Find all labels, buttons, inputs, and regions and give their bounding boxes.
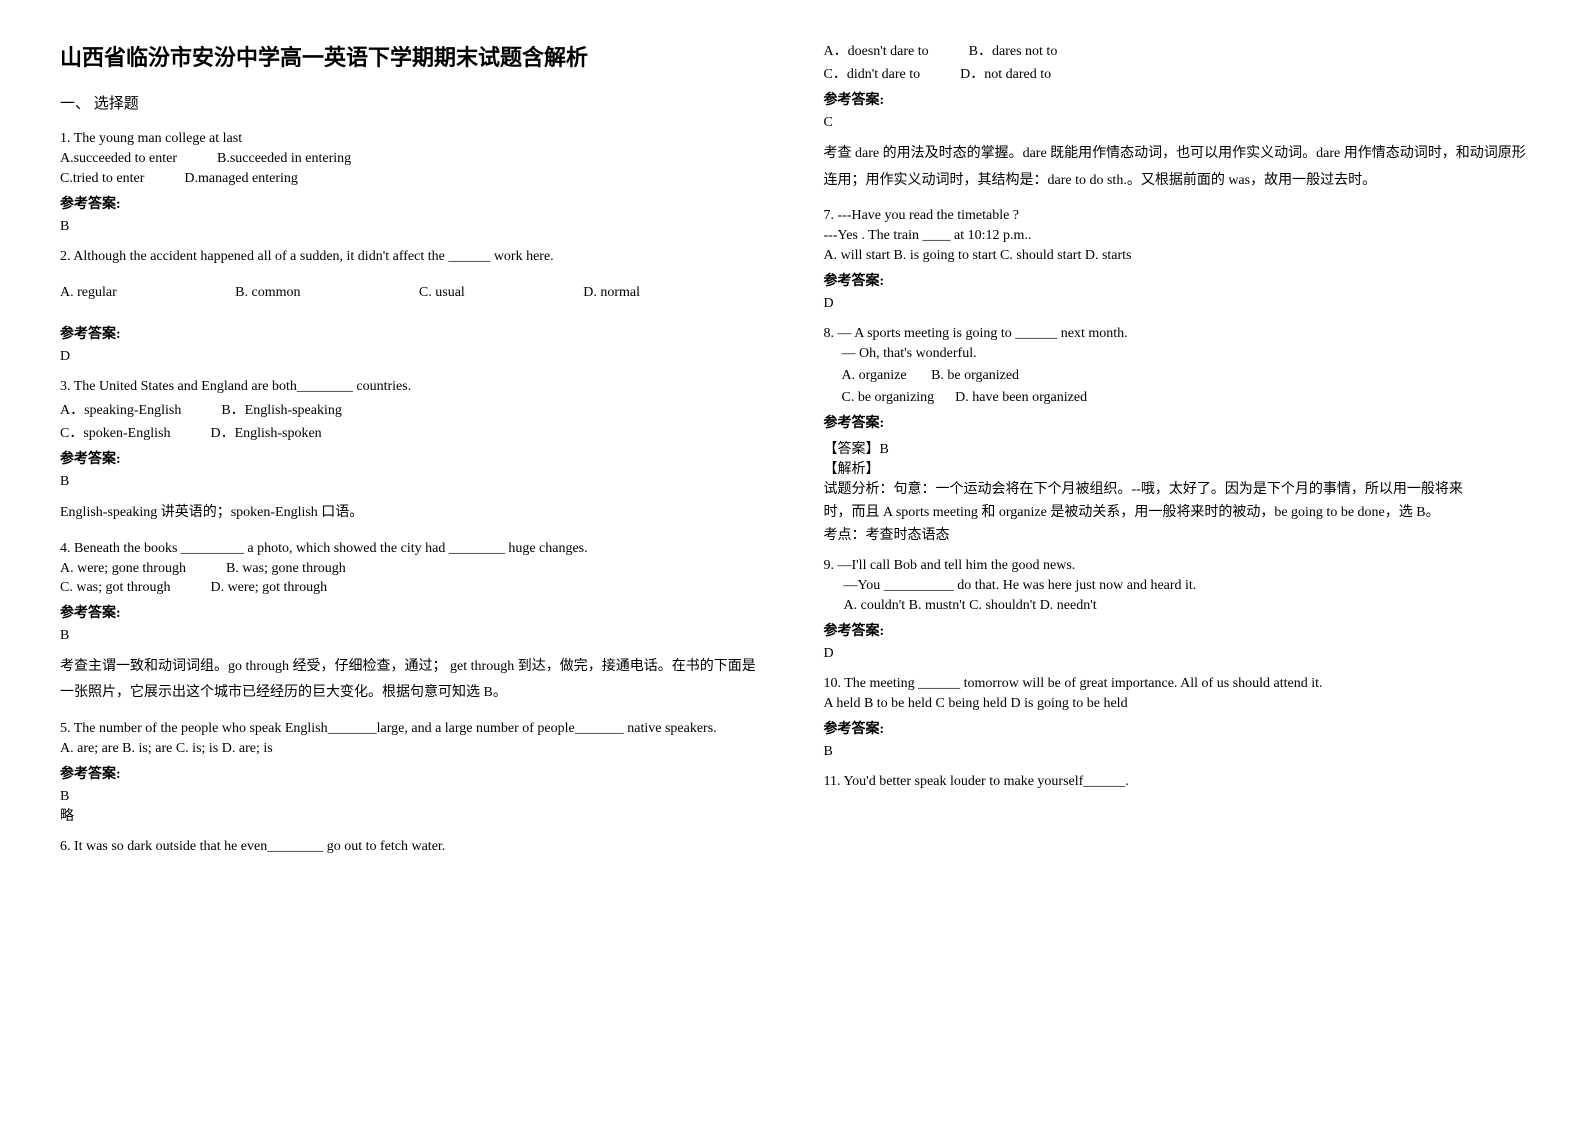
q6-opt-d: D．not dared to <box>960 63 1051 83</box>
q5-note: 略 <box>60 805 764 825</box>
q11-text: 11. You'd better speak louder to make yo… <box>824 774 1528 790</box>
q1-opt-b: B.succeeded in entering <box>217 151 351 167</box>
q5-options: A. are; are B. is; are C. is; is D. are;… <box>60 741 764 757</box>
q4-opt-b: B. was; gone through <box>226 561 346 577</box>
q3-text: 3. The United States and England are bot… <box>60 379 764 395</box>
question-8: 8. — A sports meeting is going to ______… <box>824 326 1528 544</box>
q7-text: 7. ---Have you read the timetable ? <box>824 208 1528 224</box>
q8-opt-d: D. have been organized <box>955 390 1087 405</box>
q8-opt-a: A. organize <box>842 368 907 383</box>
q7-options: A. will start B. is going to start C. sh… <box>824 248 1528 264</box>
q9-options: A. couldn't B. mustn't C. shouldn't D. n… <box>844 598 1528 614</box>
q1-opt-a: A.succeeded to enter <box>60 151 177 167</box>
q9-text: 9. —I'll call Bob and tell him the good … <box>824 558 1528 574</box>
q1-opt-c: C.tried to enter <box>60 171 144 187</box>
question-10: 10. The meeting ______ tomorrow will be … <box>824 676 1528 760</box>
q6-opt-a: A．doesn't dare to <box>824 40 929 60</box>
answer-label: 参考答案: <box>60 448 764 468</box>
answer-label: 参考答案: <box>824 718 1528 738</box>
right-column: A．doesn't dare to B．dares not to C．didn'… <box>824 40 1528 869</box>
q4-explanation: 考查主谓一致和动词词组。go through 经受，仔细检查，通过； get t… <box>60 654 764 707</box>
answer-label: 参考答案: <box>60 602 764 622</box>
q8-expl-head: 【解析】 <box>824 458 1528 478</box>
q3-opt-d: D．English-spoken <box>210 422 321 442</box>
q4-answer: B <box>60 628 764 644</box>
q6-text: 6. It was so dark outside that he even__… <box>60 839 764 855</box>
q9-answer: D <box>824 646 1528 662</box>
q7-answer: D <box>824 296 1528 312</box>
q4-opt-a: A. were; gone through <box>60 561 186 577</box>
question-2: 2. Although the accident happened all of… <box>60 249 764 365</box>
left-column: 山西省临汾市安汾中学高一英语下学期期末试题含解析 一、 选择题 1. The y… <box>60 40 764 869</box>
question-1: 1. The young man college at last A.succe… <box>60 131 764 235</box>
q2-answer: D <box>60 349 764 365</box>
answer-label: 参考答案: <box>60 763 764 783</box>
q2-opt-b: B. common <box>235 285 300 301</box>
q10-answer: B <box>824 744 1528 760</box>
q2-opt-d: D. normal <box>583 285 640 301</box>
q8-expl-3: 考点：考查时态语态 <box>824 524 1528 544</box>
q3-opt-b: B．English-speaking <box>221 399 342 419</box>
question-5: 5. The number of the people who speak En… <box>60 721 764 825</box>
q7-text2: ---Yes . The train ____ at 10:12 p.m.. <box>824 228 1528 244</box>
q8-opt-c: C. be organizing <box>842 390 935 405</box>
q10-text: 10. The meeting ______ tomorrow will be … <box>824 676 1528 692</box>
q6-opt-c: C．didn't dare to <box>824 63 921 83</box>
q8-expl-1: 试题分析：句意：一个运动会将在下个月被组织。--哦，太好了。因为是下个月的事情，… <box>824 478 1528 498</box>
answer-label: 参考答案: <box>824 270 1528 290</box>
q1-answer: B <box>60 219 764 235</box>
q1-text: 1. The young man college at last <box>60 131 764 147</box>
q8-expl-2: 时，而且 A sports meeting 和 organize 是被动关系，用… <box>824 501 1528 521</box>
question-11: 11. You'd better speak louder to make yo… <box>824 774 1528 790</box>
q3-explanation: English-speaking 讲英语的；spoken-English 口语。 <box>60 500 764 527</box>
question-4: 4. Beneath the books _________ a photo, … <box>60 541 764 707</box>
document-title: 山西省临汾市安汾中学高一英语下学期期末试题含解析 <box>60 40 764 72</box>
q8-text2: — Oh, that's wonderful. <box>842 346 1528 362</box>
answer-label: 参考答案: <box>824 412 1528 432</box>
q4-opt-d: D. were; got through <box>210 580 327 596</box>
answer-label: 参考答案: <box>60 193 764 213</box>
q8-opt-b: B. be organized <box>931 368 1019 383</box>
question-6-continued: A．doesn't dare to B．dares not to C．didn'… <box>824 40 1528 194</box>
q8-answer-head: 【答案】B <box>824 438 1528 458</box>
q2-opt-a: A. regular <box>60 285 117 301</box>
q8-text: 8. — A sports meeting is going to ______… <box>824 326 1528 342</box>
q5-answer: B <box>60 789 764 805</box>
q3-answer: B <box>60 474 764 490</box>
q4-text: 4. Beneath the books _________ a photo, … <box>60 541 764 557</box>
section-header: 一、 选择题 <box>60 92 764 113</box>
answer-label: 参考答案: <box>60 323 764 343</box>
q6-explanation: 考查 dare 的用法及时态的掌握。dare 既能用作情态动词，也可以用作实义动… <box>824 141 1528 194</box>
q6-opt-b: B．dares not to <box>969 40 1058 60</box>
question-3: 3. The United States and England are bot… <box>60 379 764 527</box>
q5-text: 5. The number of the people who speak En… <box>60 721 764 737</box>
answer-label: 参考答案: <box>824 620 1528 640</box>
q2-opt-c: C. usual <box>419 285 465 301</box>
q2-text: 2. Although the accident happened all of… <box>60 249 764 265</box>
q10-options: A held B to be held C being held D is go… <box>824 696 1528 712</box>
q3-opt-a: A．speaking-English <box>60 399 181 419</box>
q9-text2: —You __________ do that. He was here jus… <box>844 578 1528 594</box>
q1-opt-d: D.managed entering <box>184 171 298 187</box>
question-6-text: 6. It was so dark outside that he even__… <box>60 839 764 855</box>
q4-opt-c: C. was; got through <box>60 580 170 596</box>
q6-answer: C <box>824 115 1528 131</box>
question-9: 9. —I'll call Bob and tell him the good … <box>824 558 1528 662</box>
q3-opt-c: C．spoken-English <box>60 422 170 442</box>
question-7: 7. ---Have you read the timetable ? ---Y… <box>824 208 1528 312</box>
answer-label: 参考答案: <box>824 89 1528 109</box>
